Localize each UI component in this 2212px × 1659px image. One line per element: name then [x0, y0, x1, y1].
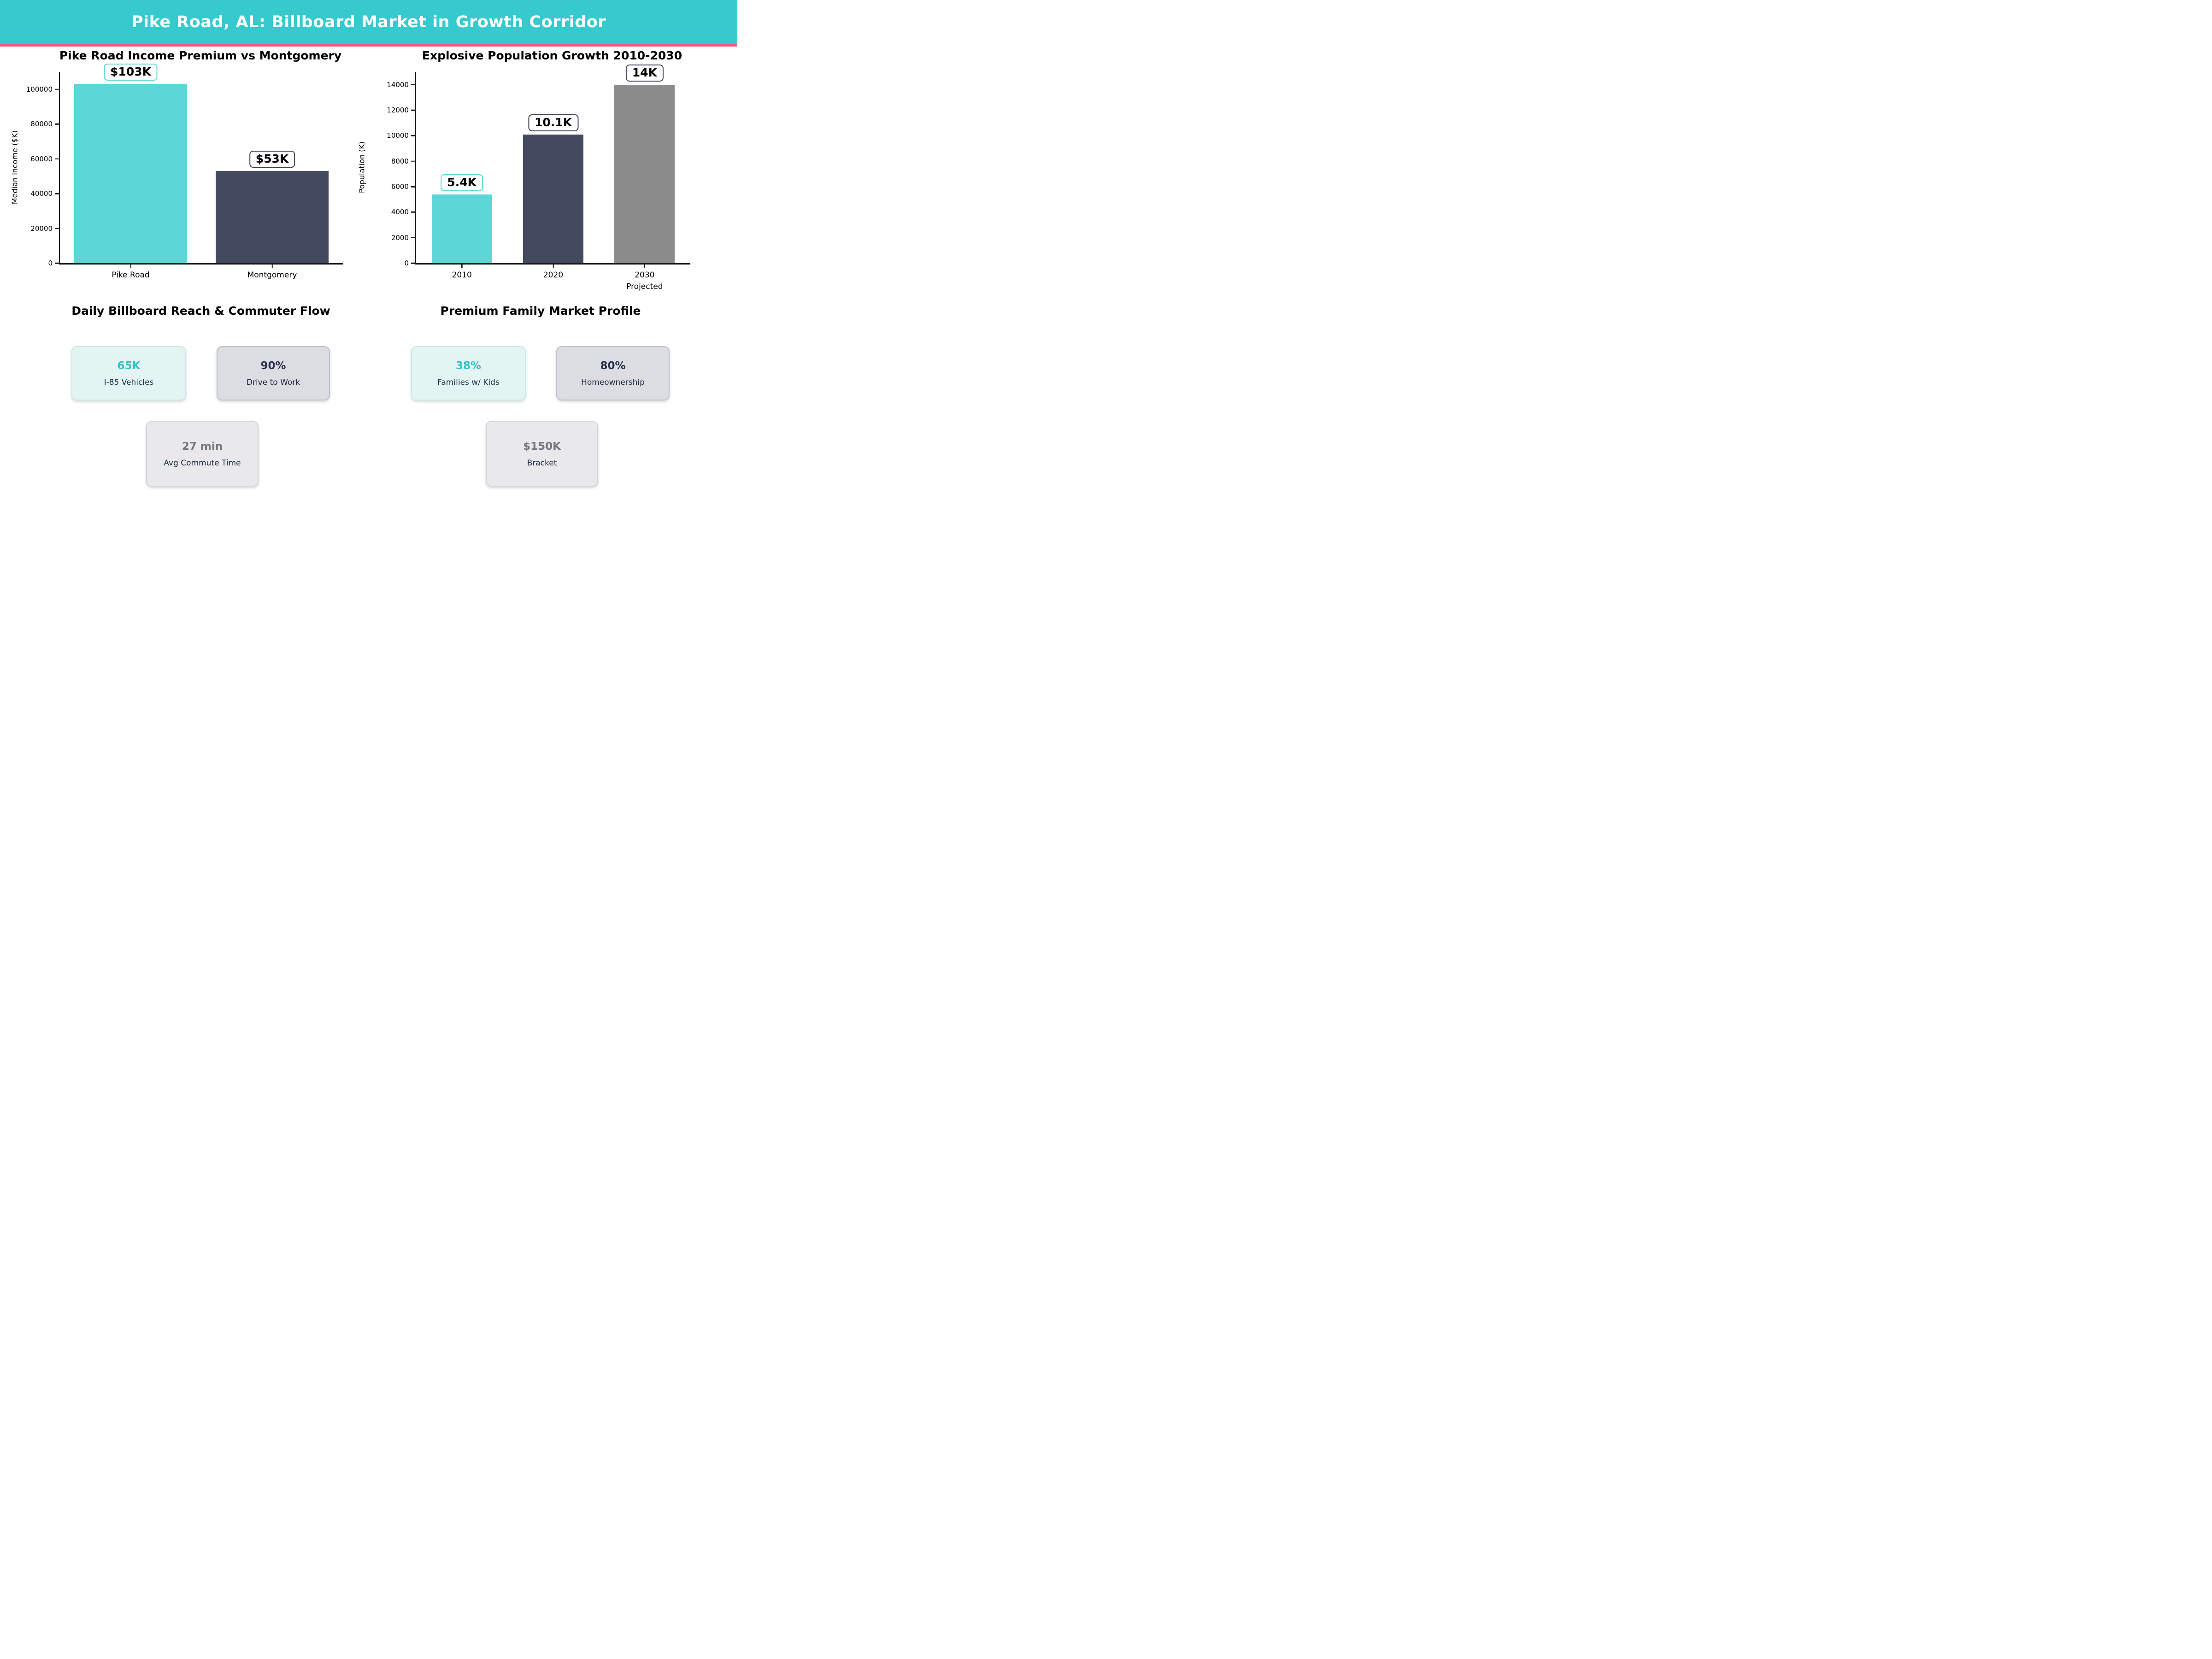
bar-value-label: $103K	[104, 64, 158, 81]
x-axis-category-label: 2030 Projected	[626, 271, 663, 291]
y-axis-tick-label: 2000	[391, 233, 409, 242]
stat-card-drive-to-work: 90% Drive to Work	[217, 346, 330, 400]
y-axis-tick-label: 100000	[26, 85, 53, 94]
population-bar-chart: 0 2000 4000 6000 8000 10000 12000 14000 5.4K 2010…	[387, 64, 690, 291]
stat-label: Homeownership	[581, 377, 645, 387]
y-axis-tick-label: 60000	[30, 154, 53, 163]
x-axis-category-label: Montgomery	[247, 271, 297, 280]
y-axis-tick-label: 10000	[387, 131, 409, 140]
bar-value-label: 5.4K	[441, 174, 483, 191]
y-axis-tick	[411, 160, 415, 162]
x-axis-category-label: 2010	[452, 271, 472, 280]
bar-value-label: 10.1K	[528, 114, 579, 131]
stat-value: 27 min	[182, 440, 223, 453]
stat-card-homeownership: 80% Homeownership	[556, 346, 670, 400]
x-axis-tick	[271, 265, 273, 268]
x-axis-category-label: 2020	[543, 271, 564, 280]
income-chart-title: Pike Road Income Premium vs Montgomery	[59, 49, 342, 62]
y-axis-tick-label: 4000	[391, 208, 409, 217]
bar-value-label: 14K	[625, 64, 664, 82]
y-axis-tick-label: 8000	[391, 157, 409, 165]
stat-card-income-bracket: $150K Bracket	[486, 421, 598, 487]
y-axis-tick	[411, 237, 415, 238]
stat-label: Drive to Work	[246, 377, 300, 387]
y-axis-tick	[55, 88, 59, 90]
infographic-canvas: Pike Road, AL: Billboard Market in Growt…	[0, 0, 737, 553]
y-axis-tick-label: 6000	[391, 182, 409, 191]
y-axis-tick-label: 80000	[30, 120, 53, 129]
y-axis-tick	[411, 135, 415, 136]
stat-card-families-kids: 38% Families w/ Kids	[411, 346, 526, 400]
x-axis-category-label: Pike Road	[112, 271, 150, 280]
income-bar-chart: 0 20000 40000 60000 80000 100000 $103K Pike Roa…	[26, 64, 343, 280]
bar-value-label: $53K	[249, 151, 295, 168]
stat-value: 65K	[117, 359, 141, 372]
y-axis-tick	[411, 84, 415, 85]
population-chart-ylabel: Population (K)	[357, 141, 366, 194]
bar-2020	[523, 134, 583, 263]
stat-card-avg-commute: 27 min Avg Commute Time	[146, 421, 259, 487]
bar-montgomery	[215, 171, 329, 263]
y-axis-tick	[411, 186, 415, 188]
y-axis-tick	[411, 262, 415, 264]
y-axis-tick	[55, 123, 59, 125]
x-axis-tick	[553, 265, 554, 268]
header-divider	[0, 44, 737, 47]
y-axis-tick-label: 0	[404, 259, 409, 267]
y-axis-tick	[55, 228, 59, 229]
commuter-section-title: Daily Billboard Reach & Commuter Flow	[71, 304, 330, 318]
stat-card-i85-vehicles: 65K I-85 Vehicles	[71, 346, 186, 400]
stat-value: 90%	[260, 359, 286, 372]
y-axis-tick	[411, 109, 415, 111]
y-axis-tick	[55, 262, 59, 264]
page-title: Pike Road, AL: Billboard Market in Growt…	[131, 13, 606, 31]
y-axis-tick	[55, 193, 59, 194]
stat-value: 38%	[455, 359, 482, 372]
bar-2030	[614, 84, 675, 263]
stat-label: Bracket	[527, 458, 557, 468]
bar-2010	[431, 194, 492, 263]
y-axis-tick-label: 40000	[30, 189, 53, 198]
population-chart-title: Explosive Population Growth 2010-2030	[422, 49, 682, 62]
y-axis-tick	[55, 158, 59, 159]
income-chart-ylabel: Median Income ($K)	[10, 130, 19, 205]
header-banner: Pike Road, AL: Billboard Market in Growt…	[0, 0, 737, 44]
y-axis-tick-label: 12000	[387, 106, 409, 114]
stat-label: I-85 Vehicles	[104, 377, 154, 387]
stat-label: Families w/ Kids	[437, 377, 500, 387]
y-axis-tick-label: 0	[48, 259, 53, 267]
stat-value: $150K	[523, 440, 561, 453]
family-section-title: Premium Family Market Profile	[440, 304, 641, 318]
stat-value: 80%	[600, 359, 626, 372]
bar-pike-road	[74, 84, 188, 263]
x-axis-tick	[644, 265, 646, 268]
stat-label: Avg Commute Time	[164, 458, 241, 468]
y-axis-tick-label: 14000	[387, 80, 409, 89]
y-axis-tick-label: 20000	[30, 224, 53, 233]
x-axis-tick	[461, 265, 463, 268]
y-axis-tick	[411, 212, 415, 213]
x-axis-tick	[130, 265, 131, 268]
